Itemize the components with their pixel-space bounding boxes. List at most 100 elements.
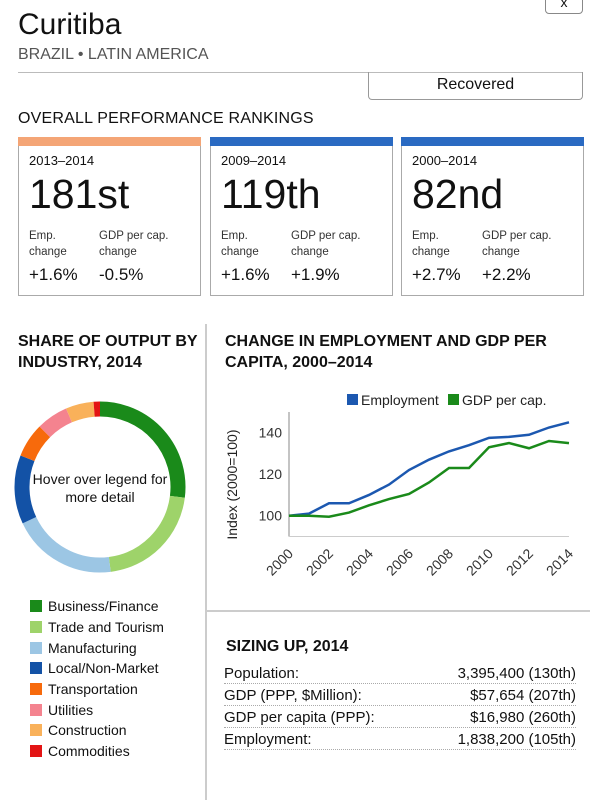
gdp-change-label: GDP per cap. change xyxy=(99,230,169,258)
donut-center-text: Hover over legend for more detail xyxy=(32,471,168,505)
share-title: SHARE OF OUTPUT BY INDUSTRY, 2014 xyxy=(18,333,198,371)
card-rank: 181st xyxy=(29,171,130,217)
sizing-label: Population: xyxy=(224,665,300,682)
emp-change-value: +1.6% xyxy=(29,265,78,284)
chart-legend-label[interactable]: GDP per cap. xyxy=(462,392,547,408)
card-color-bar xyxy=(401,137,584,146)
status-badge: Recovered xyxy=(368,72,583,100)
y-tick-label: 100 xyxy=(259,508,283,524)
x-tick-label: 2012 xyxy=(503,545,536,578)
card-color-bar xyxy=(210,137,393,146)
gdp-change-value: -0.5% xyxy=(99,265,144,284)
sizing-row: GDP per capita (PPP): $16,980 (260th) xyxy=(224,706,576,728)
gdp-change-value: +2.2% xyxy=(482,265,531,284)
divider xyxy=(18,72,583,73)
card-color-bar xyxy=(18,137,201,146)
card-period: 2000–2014 xyxy=(412,153,478,168)
card-rank: 119th xyxy=(221,171,321,217)
rankings-title: OVERALL PERFORMANCE RANKINGS xyxy=(18,110,314,127)
legend-label: Trade and Tourism xyxy=(48,619,164,636)
legend-item[interactable]: Trade and Tourism xyxy=(30,617,164,638)
legend-swatch xyxy=(30,641,42,654)
emp-change-label: Emp. change xyxy=(412,230,450,258)
legend-swatch xyxy=(30,683,42,696)
sizing-value: $57,654 (207th) xyxy=(470,687,576,704)
chart-legend-label[interactable]: Employment xyxy=(361,392,439,408)
series-line-employment xyxy=(288,421,570,517)
industry-legend: Business/Finance Trade and Tourism Manufac… xyxy=(30,596,164,762)
employment-gdp-line-chart: 100 120 140 2000 2002 2004 2006 2008 2010 2012 201… xyxy=(224,392,576,579)
card-period: 2013–2014 xyxy=(29,153,95,168)
city-subtitle: BRAZIL • LATIN AMERICA xyxy=(18,46,209,63)
ranking-card: 2013–2014 181st Emp. change GDP per cap.… xyxy=(18,137,201,296)
donut-segment[interactable] xyxy=(66,401,95,423)
legend-label: Commodities xyxy=(48,743,130,760)
x-tick-label: 2002 xyxy=(303,545,336,578)
x-tick-label: 2006 xyxy=(383,545,416,578)
legend-swatch xyxy=(30,703,42,716)
gdp-change-label: GDP per cap. change xyxy=(291,230,361,258)
legend-item[interactable]: Business/Finance xyxy=(30,596,164,617)
ranking-card: 2009–2014 119th Emp. change GDP per cap.… xyxy=(210,137,393,296)
legend-swatch xyxy=(30,724,42,737)
gdp-change-label: GDP per cap. change xyxy=(482,230,552,258)
donut-segment[interactable] xyxy=(99,401,186,498)
ranking-card: 2000–2014 82nd Emp. change GDP per cap. … xyxy=(401,137,584,296)
donut-segment[interactable] xyxy=(22,516,111,573)
emp-change-value: +2.7% xyxy=(412,265,461,284)
emp-change-value: +1.6% xyxy=(221,265,270,284)
industry-donut-chart xyxy=(14,401,186,573)
sizing-title: SIZING UP, 2014 xyxy=(226,638,349,655)
close-button[interactable]: x xyxy=(545,0,583,14)
legend-label: Local/Non-Market xyxy=(48,660,159,677)
city-title: Curitiba xyxy=(18,8,122,41)
sizing-value: 3,395,400 (130th) xyxy=(457,665,576,682)
x-tick-label: 2008 xyxy=(423,545,456,578)
sizing-row: Population: 3,395,400 (130th) xyxy=(224,662,576,684)
legend-label: Manufacturing xyxy=(48,639,137,656)
x-tick-label: 2004 xyxy=(343,545,376,578)
chart-title: CHANGE IN EMPLOYMENT AND GDP PER CAPITA,… xyxy=(225,333,547,371)
legend-item[interactable]: Local/Non-Market xyxy=(30,658,164,679)
y-tick-label: 140 xyxy=(259,425,283,441)
legend-label: Construction xyxy=(48,722,127,739)
legend-item[interactable]: Utilities xyxy=(30,699,164,720)
legend-item[interactable]: Manufacturing xyxy=(30,637,164,658)
legend-label: Business/Finance xyxy=(48,598,159,615)
legend-item[interactable]: Construction xyxy=(30,720,164,741)
legend-swatch xyxy=(347,394,358,405)
gdp-change-value: +1.9% xyxy=(291,265,340,284)
emp-change-label: Emp. change xyxy=(29,230,67,258)
donut-segment[interactable] xyxy=(39,408,73,438)
x-tick-label: 2000 xyxy=(263,545,296,578)
legend-item[interactable]: Commodities xyxy=(30,741,164,762)
x-tick-label: 2014 xyxy=(543,545,576,578)
legend-swatch xyxy=(30,745,42,758)
legend-label: Transportation xyxy=(48,681,138,698)
legend-swatch xyxy=(448,394,459,405)
sizing-row: GDP (PPP, $Million): $57,654 (207th) xyxy=(224,684,576,706)
divider xyxy=(207,610,590,612)
donut-segment[interactable] xyxy=(20,426,51,462)
sizing-value: $16,980 (260th) xyxy=(470,709,576,726)
legend-item[interactable]: Transportation xyxy=(30,679,164,700)
card-period: 2009–2014 xyxy=(221,153,287,168)
donut-segment[interactable] xyxy=(14,455,37,524)
donut-segment[interactable] xyxy=(108,495,185,572)
sizing-label: Employment: xyxy=(224,731,312,748)
legend-swatch xyxy=(30,600,42,613)
sizing-label: GDP per capita (PPP): xyxy=(224,709,375,726)
sizing-value: 1,838,200 (105th) xyxy=(457,731,576,748)
legend-swatch xyxy=(30,662,42,675)
x-tick-label: 2010 xyxy=(463,545,496,578)
legend-swatch xyxy=(30,621,42,634)
y-tick-label: 120 xyxy=(259,466,283,482)
sizing-row: Employment: 1,838,200 (105th) xyxy=(224,728,576,750)
series-line-gdp xyxy=(289,439,570,518)
card-rank: 82nd xyxy=(412,171,504,217)
legend-label: Utilities xyxy=(48,701,94,718)
y-axis-label: Index (2000=100) xyxy=(224,430,240,540)
emp-change-label: Emp. change xyxy=(221,230,259,258)
divider xyxy=(205,324,207,800)
sizing-label: GDP (PPP, $Million): xyxy=(224,687,362,704)
